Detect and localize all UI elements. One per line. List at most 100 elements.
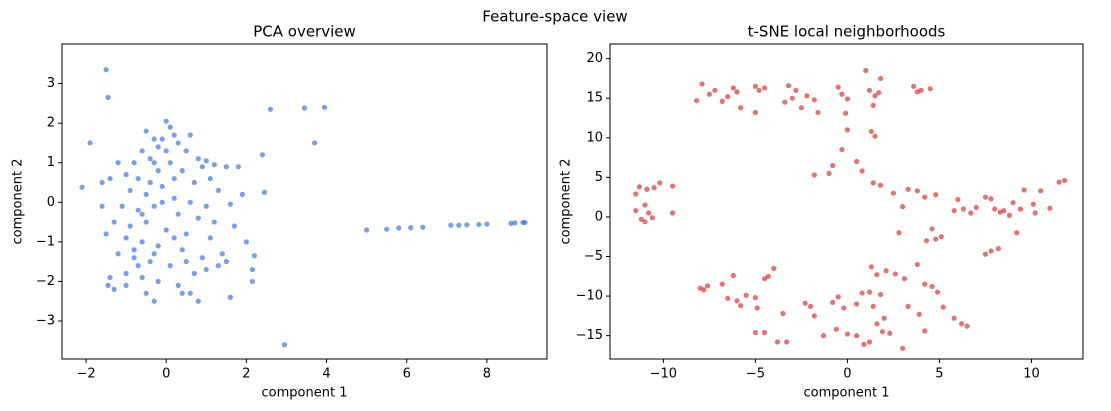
point — [219, 251, 225, 257]
point — [892, 271, 898, 277]
point — [929, 283, 935, 290]
point — [203, 266, 209, 273]
point — [155, 278, 161, 285]
point — [738, 302, 744, 309]
point — [859, 168, 865, 174]
point — [887, 330, 893, 336]
point — [259, 152, 266, 158]
point — [877, 75, 884, 82]
point — [859, 290, 865, 296]
point — [973, 204, 979, 211]
point — [171, 175, 177, 182]
point — [918, 87, 924, 93]
point — [870, 303, 876, 309]
point — [139, 148, 145, 154]
point — [227, 294, 233, 300]
x-axis-label: component 1 — [804, 386, 890, 401]
point — [933, 236, 939, 242]
point — [826, 170, 832, 177]
point — [107, 274, 113, 281]
point — [876, 90, 882, 96]
point — [719, 98, 725, 104]
point — [657, 180, 663, 186]
point — [964, 323, 970, 329]
point — [933, 192, 939, 198]
y-tick-label: −3 — [36, 314, 55, 329]
point — [159, 199, 165, 205]
point — [203, 203, 209, 209]
plot-area — [79, 67, 528, 348]
point — [143, 219, 149, 225]
point — [99, 179, 105, 186]
point — [844, 127, 851, 133]
point — [870, 102, 876, 108]
point — [905, 303, 911, 309]
point — [179, 168, 185, 174]
y-tick-label: 3 — [47, 76, 55, 91]
point — [881, 315, 887, 321]
y-tick-label: −1 — [36, 234, 55, 249]
point — [874, 272, 880, 278]
point — [199, 255, 205, 261]
point — [159, 183, 165, 190]
point — [195, 215, 201, 221]
point — [712, 87, 718, 93]
y-tick-label: −5 — [584, 249, 603, 264]
point — [183, 259, 189, 265]
point — [883, 268, 889, 274]
point — [866, 87, 873, 93]
point — [1032, 210, 1038, 216]
point — [151, 203, 157, 209]
point — [988, 196, 994, 202]
point — [784, 339, 790, 345]
point — [923, 238, 930, 244]
y-tick-label: −2 — [36, 274, 55, 289]
point — [522, 219, 528, 226]
point — [785, 82, 792, 89]
x-tick-label: −5 — [746, 367, 765, 382]
point — [103, 231, 109, 237]
subplot-title: t-SNE local neighborhoods — [748, 23, 946, 41]
point — [199, 164, 205, 170]
point — [752, 109, 758, 116]
x-tick-label: 8 — [483, 367, 491, 382]
point — [900, 204, 906, 210]
point — [103, 67, 109, 73]
point — [119, 203, 125, 209]
point — [420, 224, 426, 230]
point — [905, 186, 911, 192]
point — [866, 339, 873, 345]
point — [183, 231, 189, 237]
y-tick-label: 20 — [586, 51, 603, 66]
point — [752, 329, 758, 336]
point — [830, 299, 836, 306]
point — [642, 202, 648, 208]
point — [922, 281, 928, 287]
x-tick-label: 0 — [162, 367, 170, 382]
point — [771, 265, 777, 271]
point — [1030, 201, 1036, 207]
point — [633, 208, 639, 214]
y-tick-label: 5 — [595, 170, 603, 185]
point — [1047, 205, 1053, 211]
point — [167, 160, 173, 166]
point — [223, 259, 229, 265]
point — [752, 83, 758, 89]
point — [951, 315, 957, 321]
point — [215, 187, 221, 194]
point — [171, 235, 177, 241]
point — [830, 162, 836, 169]
point — [725, 295, 731, 302]
point — [896, 230, 902, 236]
point — [839, 91, 845, 97]
x-tick-label: 6 — [403, 367, 411, 382]
point — [960, 206, 966, 212]
y-tick-label: 1 — [47, 155, 55, 170]
point — [151, 251, 157, 257]
y-axis-label: component 2 — [559, 159, 574, 245]
point — [879, 329, 885, 335]
point — [734, 298, 740, 304]
point — [730, 272, 736, 279]
point — [79, 184, 85, 190]
